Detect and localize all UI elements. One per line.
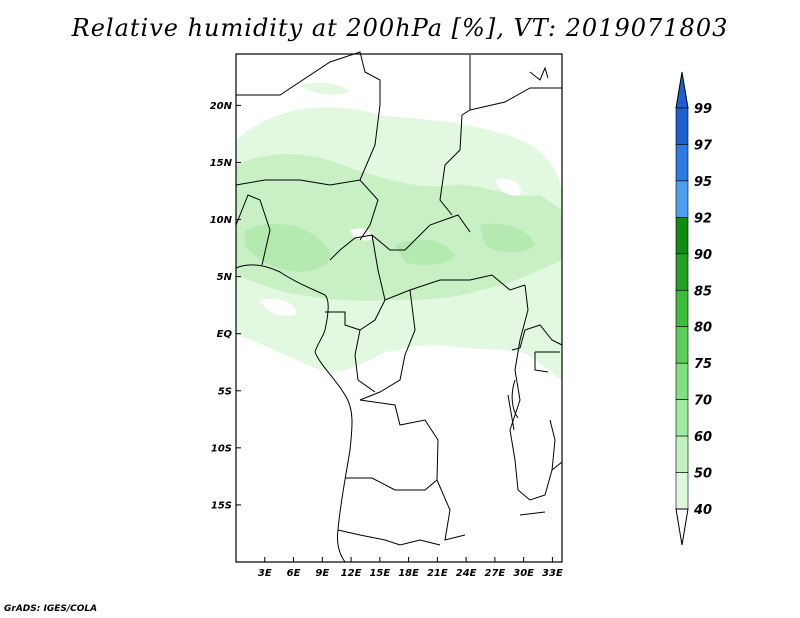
lon-tick-label: 15E [369,568,390,579]
lon-tick-label: 18E [398,568,419,579]
lon-tick-label: 12E [341,568,362,579]
map-frame [235,53,563,563]
latitude-axis: 20N 15N 10N 5N EQ 5S 10S 15S [210,101,241,511]
colorbar-label: 99 [694,102,712,117]
colorbar-segment [675,326,689,364]
colorbar-label: 95 [694,175,712,190]
colorbar-bottom-arrow [675,508,689,546]
lat-tick-label: 10N [210,215,233,226]
colorbar-label: 85 [694,284,712,299]
colorbar-label: 60 [694,430,712,445]
lon-tick-label: 21E [427,568,448,579]
colorbar-top-arrow [675,71,689,109]
grads-credit: GrADS: IGES/COLA [4,604,98,614]
colorbar-segment [675,217,689,255]
colorbar-segment [675,180,689,218]
colorbar-segment [675,435,689,473]
colorbar-label: 92 [694,211,712,226]
colorbar-segment [675,144,689,182]
lon-tick-label: 6E [287,568,301,579]
coastlines-borders [235,51,563,563]
lon-tick-label: 30E [513,568,534,579]
colorbar-segment [675,289,689,328]
lat-tick-label: 5S [218,386,232,397]
lat-tick-label: 20N [210,101,233,112]
lon-tick-label: 3E [258,568,272,579]
colorbar-label: 80 [694,321,712,336]
colorbar-label: 97 [694,138,713,153]
colorbar-segment [675,362,689,400]
lat-tick-label: 10S [211,443,232,454]
colorbar-label: 40 [693,503,712,518]
lat-tick-label: 15N [210,158,233,169]
map-title: Relative humidity at 200hPa [%], VT: 201… [71,14,729,42]
colorbar: 99 97 95 92 90 85 80 75 70 60 50 40 [675,71,713,546]
colorbar-segment [675,107,689,145]
lon-tick-label: 9E [315,568,329,579]
colorbar-segment [675,253,689,291]
colorbar-label: 75 [694,357,712,372]
lon-tick-label: 27E [485,568,506,579]
colorbar-label: 90 [694,248,712,263]
colorbar-segment [675,472,689,510]
colorbar-segment [675,399,689,437]
lon-tick-label: 33E [542,568,563,579]
lon-tick-label: 24E [456,568,477,579]
colorbar-label: 70 [694,394,712,409]
colorbar-label: 50 [694,467,712,482]
lat-tick-label: 5N [217,272,233,283]
lat-tick-label: 15S [211,500,232,511]
humidity-shading [236,82,562,380]
lat-tick-label: EQ [217,329,233,340]
longitude-axis: 3E 6E 9E 12E 15E 18E 21E 24E 27E 30E 33E [258,557,563,579]
